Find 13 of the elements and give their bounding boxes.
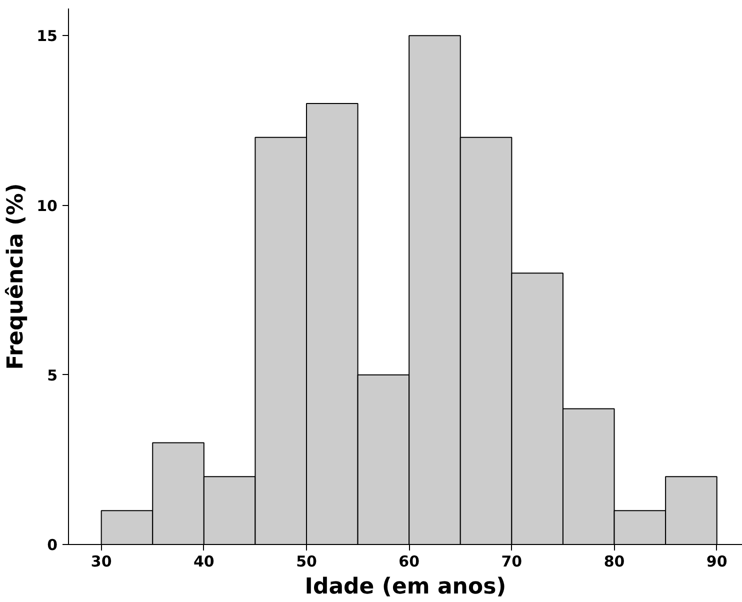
x-tick-label: 50 xyxy=(296,552,317,570)
x-tick-label: 40 xyxy=(193,552,214,570)
x-tick-label: 90 xyxy=(706,552,728,570)
x-tick-label: 30 xyxy=(90,552,112,570)
y-axis-title: Frequência (%) xyxy=(4,183,29,370)
x-tick-label: 80 xyxy=(604,552,625,570)
x-tick-label: 70 xyxy=(501,552,522,570)
y-tick-label: 0 xyxy=(47,536,58,554)
y-tick-label: 15 xyxy=(36,27,58,46)
y-tick-label: 10 xyxy=(36,196,58,215)
x-axis-title: Idade (em anos) xyxy=(304,574,506,600)
y-tick-label: 5 xyxy=(47,366,58,384)
x-tick-label: 60 xyxy=(398,552,420,570)
